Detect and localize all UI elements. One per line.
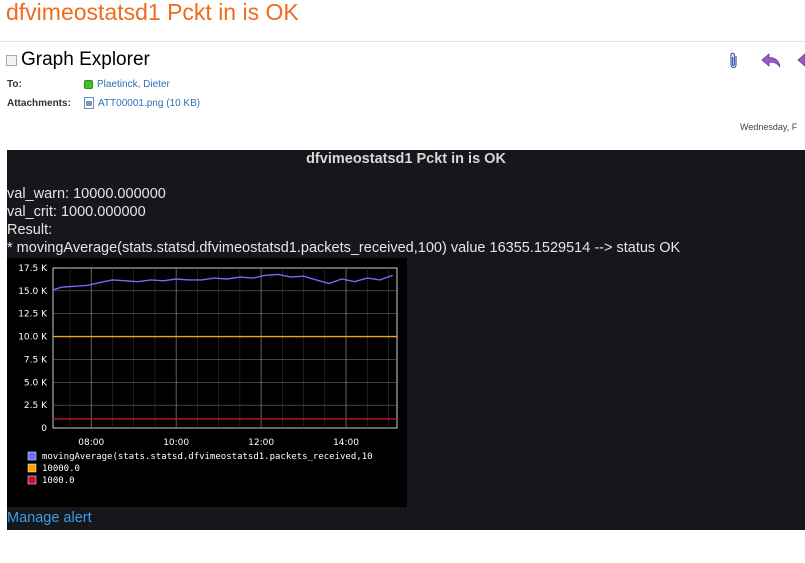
x-tick-label: 10:00 bbox=[163, 438, 189, 448]
manage-alert-link[interactable]: Manage alert bbox=[7, 510, 92, 526]
presence-icon bbox=[84, 80, 93, 89]
line-chart: 17.5 K 15.0 K 12.5 K 10.0 K 7.5 K 5.0 K 2.5 K 0… bbox=[18, 264, 398, 486]
plot-area bbox=[52, 267, 398, 429]
series-line-0 bbox=[52, 273, 394, 291]
attachment[interactable]: ATT00001.png (10 KB) bbox=[84, 97, 200, 109]
y-tick-label: 5.0 K bbox=[24, 378, 48, 388]
val-crit: val_crit: 1000.000000 bbox=[7, 204, 146, 220]
alert-title: dfvimeostatsd1 Pckt in is OK bbox=[306, 151, 506, 167]
y-tick-label: 2.5 K bbox=[24, 401, 48, 411]
legend-swatch bbox=[27, 451, 37, 461]
y-tick-label: 7.5 K bbox=[24, 355, 48, 365]
legend-swatch bbox=[27, 475, 37, 485]
viewer-title: Graph Explorer bbox=[21, 49, 150, 70]
result-label: Result: bbox=[7, 222, 53, 238]
alert-panel: dfvimeostatsd1 Pckt in is OK val_warn: 1… bbox=[7, 150, 805, 530]
recipient-name[interactable]: Plaetinck, Dieter bbox=[97, 79, 170, 90]
attachment-link[interactable]: ATT00001.png (10 KB) bbox=[98, 97, 201, 109]
reply-icon[interactable] bbox=[760, 52, 782, 70]
x-tick-label: 12:00 bbox=[248, 438, 274, 448]
divider bbox=[0, 41, 805, 42]
message-subject: dfvimeostatsd1 Pckt in is OK bbox=[6, 0, 299, 25]
legend-swatch bbox=[27, 463, 37, 473]
received-date: Wednesday, F bbox=[740, 122, 798, 132]
y-tick-label: 10.0 K bbox=[18, 333, 48, 343]
to-label: To: bbox=[7, 79, 22, 90]
legend-label: movingAverage(stats.statsd.dfvimeostatsd… bbox=[42, 452, 373, 462]
viewer-header: Graph Explorer bbox=[6, 49, 150, 71]
recipient[interactable]: Plaetinck, Dieter bbox=[84, 79, 170, 90]
y-tick-label: 15.0 K bbox=[18, 287, 48, 297]
x-tick-label: 14:00 bbox=[333, 438, 359, 448]
legend-label: 1000.0 bbox=[42, 476, 75, 486]
y-tick-label: 17.5 K bbox=[18, 264, 48, 274]
y-tick-label: 0 bbox=[41, 424, 47, 434]
legend-label: 10000.0 bbox=[42, 464, 80, 474]
x-tick-label: 08:00 bbox=[78, 438, 104, 448]
y-tick-label: 12.5 K bbox=[18, 310, 48, 320]
graph-image: 17.5 K 15.0 K 12.5 K 10.0 K 7.5 K 5.0 K 2.5 K 0… bbox=[7, 258, 407, 507]
result-line: * movingAverage(stats.statsd.dfvimeostat… bbox=[7, 240, 681, 256]
reply-all-icon[interactable] bbox=[797, 52, 805, 70]
paperclip-icon[interactable] bbox=[728, 52, 740, 70]
image-file-icon bbox=[84, 97, 94, 109]
attachments-label: Attachments: bbox=[7, 98, 71, 109]
select-checkbox[interactable] bbox=[6, 54, 17, 66]
val-warn: val_warn: 10000.000000 bbox=[7, 186, 166, 202]
